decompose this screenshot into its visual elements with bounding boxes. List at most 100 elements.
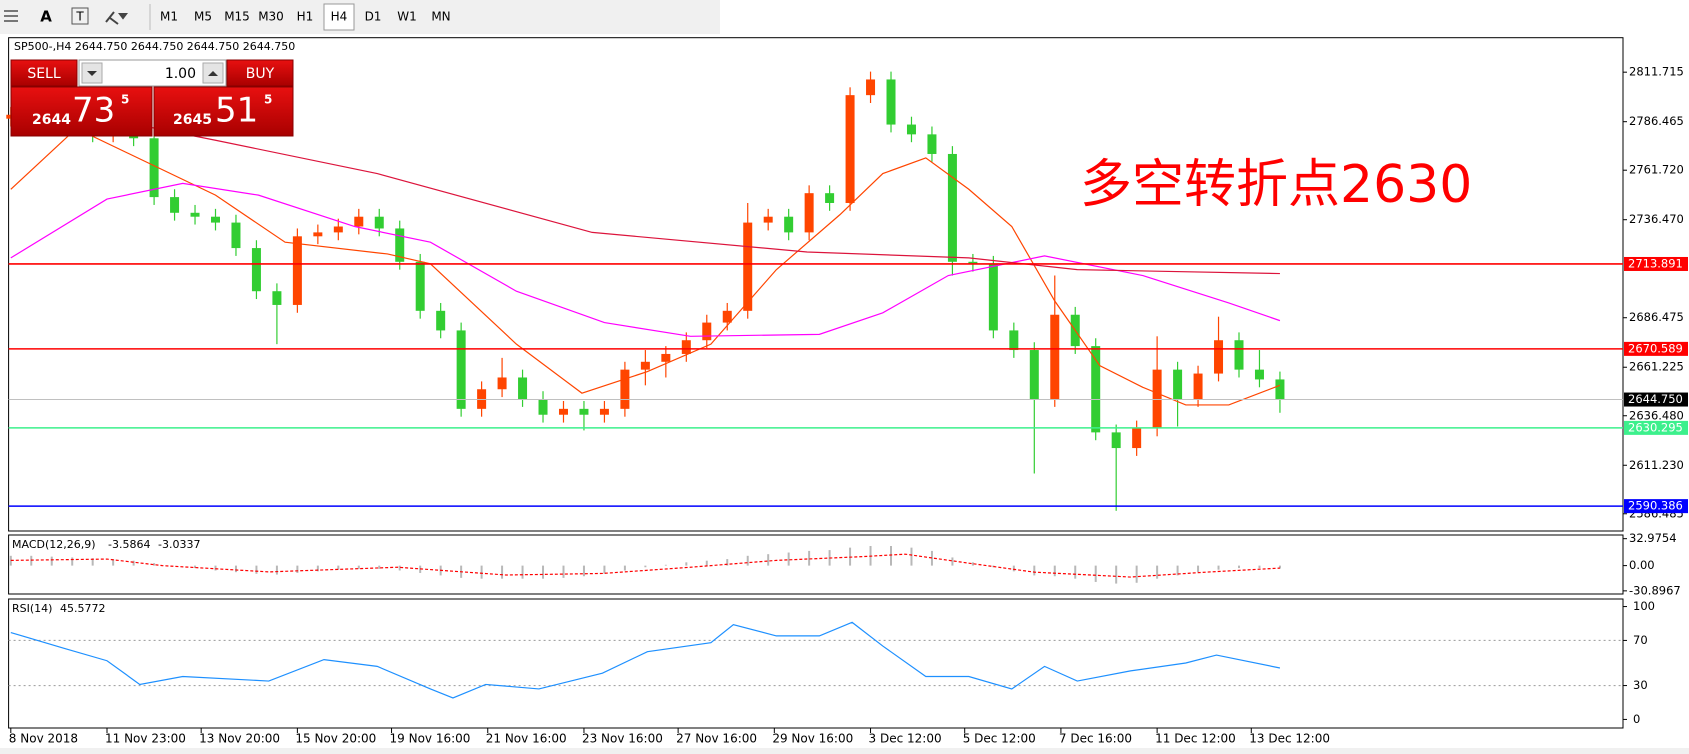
candle-body <box>681 340 691 354</box>
bid-box[interactable] <box>10 86 153 137</box>
y-tick-label: 32.9754 <box>1629 531 1677 545</box>
status-strip <box>0 748 1689 754</box>
candle-body <box>743 222 753 311</box>
candle-body <box>272 291 282 305</box>
rsi-line <box>10 621 1281 699</box>
text-tool[interactable]: A <box>40 8 52 26</box>
macd-signal-value: -3.0337 <box>158 538 200 551</box>
candle-body <box>395 228 405 262</box>
x-tick-label: 11 Nov 23:00 <box>105 732 186 746</box>
candle-body <box>1091 346 1101 433</box>
lots-value[interactable]: 1.00 <box>165 66 196 82</box>
timeframe-button[interactable]: M15 <box>224 10 250 24</box>
rsi-value: 45.5772 <box>60 602 106 615</box>
level-label-box <box>1624 499 1688 514</box>
x-tick-label: 29 Nov 16:00 <box>772 732 853 746</box>
ask-pips: 51 <box>215 91 258 131</box>
candle-body <box>886 79 896 125</box>
x-tick-label: 15 Nov 20:00 <box>295 732 376 746</box>
candle-body <box>1234 340 1244 370</box>
x-tick-label: 19 Nov 16:00 <box>390 732 471 746</box>
candle-body <box>374 216 384 229</box>
x-tick-label: 23 Nov 16:00 <box>582 732 663 746</box>
lots-up-arrow <box>208 71 218 76</box>
candle-body <box>968 261 978 264</box>
candle-body <box>1214 340 1224 374</box>
label-tool[interactable] <box>71 7 89 25</box>
candle-body <box>292 236 302 305</box>
bid-frac: 5 <box>121 93 129 107</box>
candle-body <box>518 377 528 400</box>
candle-body <box>927 134 937 154</box>
label-tool-glyph: T <box>75 10 84 24</box>
sell-button[interactable] <box>10 59 78 87</box>
y-tick-label: 2786.465 <box>1629 114 1684 128</box>
active-timeframe <box>323 3 355 31</box>
candle-body <box>784 216 794 233</box>
timeframe-button[interactable]: M5 <box>194 10 212 24</box>
y-tick-label: 30 <box>1633 678 1648 692</box>
candle-body <box>1050 314 1060 400</box>
x-tick-label: 3 Dec 12:00 <box>869 732 942 746</box>
grip-icon <box>4 10 18 22</box>
candle-body <box>1029 350 1039 400</box>
timeframe-button[interactable]: M30 <box>258 10 284 24</box>
candle-body <box>497 377 507 390</box>
trade-panel: SELL 1.00 BUY 2644 73 5 2645 51 5 <box>10 59 294 137</box>
x-tick-label: 11 Dec 12:00 <box>1155 732 1236 746</box>
lots-down-arrow <box>87 71 97 76</box>
candle-body <box>579 408 589 415</box>
candle-body <box>190 212 200 217</box>
timeframe-button[interactable]: MN <box>431 10 450 24</box>
lots-spinner[interactable] <box>78 59 227 87</box>
candle-body <box>661 353 671 362</box>
y-tick-label: 2636.480 <box>1629 408 1684 422</box>
candle-body <box>845 95 855 203</box>
macd-label: MACD(12,26,9) <box>12 538 96 551</box>
bid-big: 2644 <box>32 112 71 128</box>
ask-frac: 5 <box>264 93 272 107</box>
shapes-tool[interactable] <box>105 11 128 25</box>
candle-body <box>763 216 773 223</box>
candle-body <box>702 322 712 341</box>
y-tick-label: 70 <box>1633 633 1648 647</box>
sell-label: SELL <box>27 66 61 82</box>
ask-big: 2645 <box>173 112 212 128</box>
timeframe-button[interactable]: D1 <box>365 10 382 24</box>
buy-button[interactable] <box>226 59 294 87</box>
level-label: 2670.589 <box>1628 341 1683 355</box>
candle-body <box>149 138 159 198</box>
rsi-label: RSI(14) <box>12 602 52 615</box>
ask-box[interactable] <box>153 86 294 137</box>
timeframe-button[interactable]: H1 <box>297 10 314 24</box>
candle-body <box>354 216 364 227</box>
level-label-box <box>1624 420 1688 435</box>
timeframe-button[interactable]: M1 <box>160 10 178 24</box>
panel-frame <box>8 534 1624 595</box>
candle-body <box>947 153 957 262</box>
toolbar: A T M1 M5 M15 M30 H1 H4 D1 W1 MN <box>0 0 1689 34</box>
candle-body <box>1009 330 1019 351</box>
timeframe-button[interactable]: H4 <box>331 10 348 24</box>
y-tick-label: 2761.720 <box>1629 163 1684 177</box>
candle-body <box>1254 369 1264 380</box>
y-tick-label: 100 <box>1633 599 1655 613</box>
candle-body <box>231 222 241 249</box>
y-tick-label: 2661.225 <box>1629 360 1684 374</box>
annotation: 多空转折点2630 <box>1080 155 1472 215</box>
macd-value: -3.5864 <box>108 538 150 551</box>
chart-area: SP500-,H4 2644.750 2644.750 2644.750 264… <box>0 37 1689 754</box>
level-label: 2630.295 <box>1628 420 1683 434</box>
y-tick-label: -30.8967 <box>1629 583 1681 597</box>
chart-title: SP500-,H4 2644.750 2644.750 2644.750 264… <box>14 40 295 53</box>
candle-body <box>1173 369 1183 400</box>
candle-body <box>558 408 568 415</box>
y-tick-label: 0.00 <box>1629 558 1655 572</box>
timeframe-button[interactable]: W1 <box>397 10 417 24</box>
level-label: 2713.891 <box>1628 256 1683 270</box>
x-tick-label: 7 Dec 16:00 <box>1059 732 1132 746</box>
y-tick-label: 2736.470 <box>1629 212 1684 226</box>
x-tick-label: 21 Nov 16:00 <box>486 732 567 746</box>
candle-body <box>251 248 261 292</box>
candle-body <box>456 330 466 409</box>
